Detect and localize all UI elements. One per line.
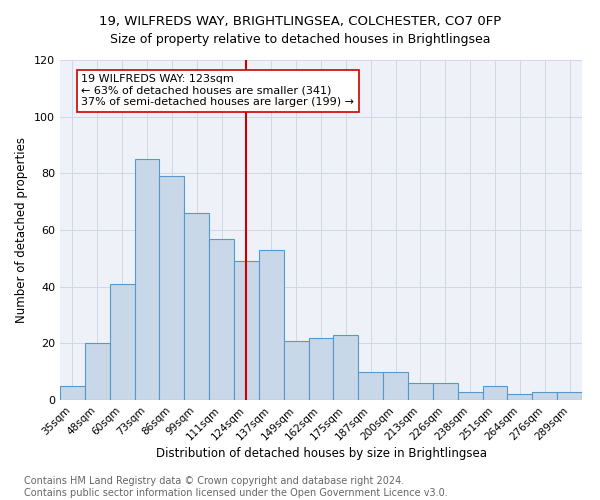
Bar [482,386,508,400]
Bar [134,159,160,400]
Bar [557,392,582,400]
Bar [284,340,308,400]
Bar [308,338,334,400]
Bar [184,213,209,400]
Bar [508,394,532,400]
Bar [408,383,433,400]
Bar [209,238,234,400]
Text: Contains HM Land Registry data © Crown copyright and database right 2024.
Contai: Contains HM Land Registry data © Crown c… [24,476,448,498]
Bar [60,386,85,400]
Bar [160,176,184,400]
Bar [259,250,284,400]
Bar [458,392,482,400]
Bar [383,372,408,400]
Text: 19 WILFREDS WAY: 123sqm
← 63% of detached houses are smaller (341)
37% of semi-d: 19 WILFREDS WAY: 123sqm ← 63% of detache… [81,74,354,108]
Bar [85,344,110,400]
Bar [532,392,557,400]
Text: Size of property relative to detached houses in Brightlingsea: Size of property relative to detached ho… [110,32,490,46]
Bar [433,383,458,400]
Bar [110,284,134,400]
X-axis label: Distribution of detached houses by size in Brightlingsea: Distribution of detached houses by size … [155,448,487,460]
Y-axis label: Number of detached properties: Number of detached properties [16,137,28,323]
Bar [234,261,259,400]
Bar [334,335,358,400]
Text: 19, WILFREDS WAY, BRIGHTLINGSEA, COLCHESTER, CO7 0FP: 19, WILFREDS WAY, BRIGHTLINGSEA, COLCHES… [99,15,501,28]
Bar [358,372,383,400]
